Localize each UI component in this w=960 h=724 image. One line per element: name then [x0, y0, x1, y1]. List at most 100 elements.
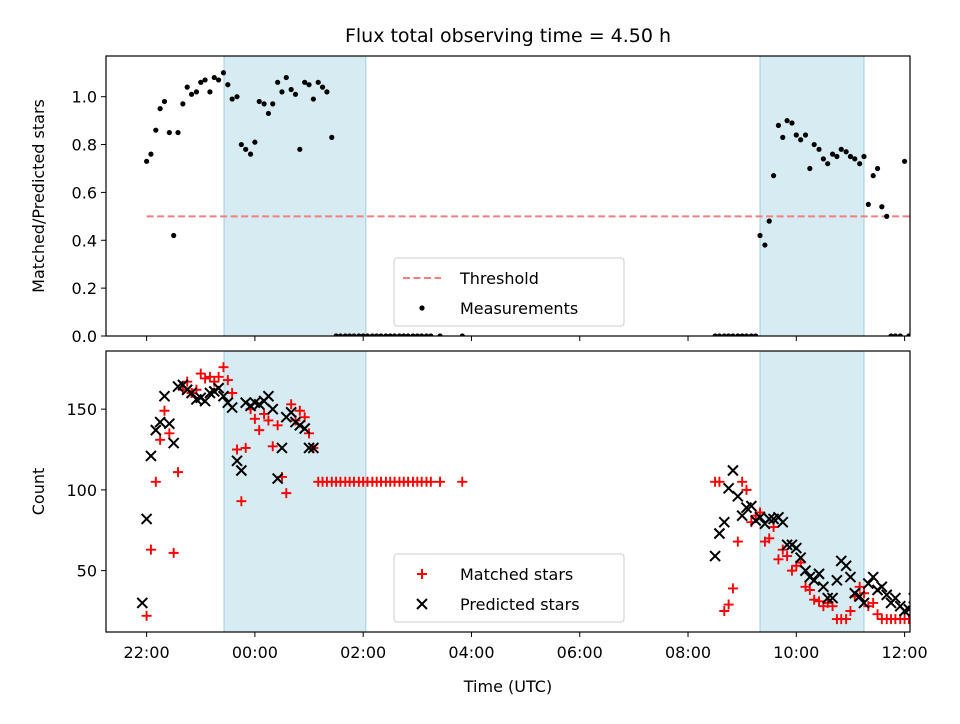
predicted-star-point — [303, 442, 315, 454]
measurement-point — [766, 218, 772, 224]
measurement-point — [793, 132, 799, 138]
measurement-point — [252, 139, 258, 145]
predicted-star-point — [226, 401, 238, 414]
measurement-point — [265, 110, 272, 117]
measurement-point — [735, 333, 741, 336]
legend-2: Matched stars Predicted stars — [393, 553, 625, 623]
predicted-star-point — [199, 395, 211, 407]
matched-star-point — [159, 405, 170, 416]
measurement-point — [807, 165, 813, 172]
legend-entry-label: Threshold — [459, 269, 539, 288]
matched-star-point — [732, 536, 743, 547]
matched-star-point — [213, 371, 224, 382]
measurement-point — [459, 333, 465, 336]
measurement-point — [852, 156, 858, 162]
measurement-point — [261, 101, 267, 107]
measurement-point — [378, 333, 384, 336]
chart-title: Flux total observing time = 4.50 h — [345, 25, 671, 47]
measurement-point — [816, 146, 822, 152]
y-tick-label: 0.2 — [72, 279, 97, 298]
measurement-point — [888, 333, 894, 336]
legend-x-swatch — [416, 598, 428, 610]
measurement-point — [762, 242, 768, 248]
measurement-point — [171, 232, 177, 239]
measurement-point — [739, 333, 745, 336]
measurement-point — [225, 82, 231, 88]
measurement-point — [144, 158, 150, 164]
predicted-star-point — [722, 482, 735, 494]
matched-star-point — [249, 413, 260, 424]
predicted-star-point — [853, 590, 866, 603]
predicted-star-point — [745, 500, 758, 512]
shaded-window-2 — [759, 351, 865, 632]
predicted-star-point — [718, 516, 731, 528]
measurement-point — [870, 173, 876, 179]
predicted-star-point — [163, 417, 176, 430]
measurement-point — [216, 77, 222, 83]
predicted-star-point — [862, 577, 875, 590]
predicted-star-point — [140, 513, 153, 525]
measurement-point — [310, 96, 316, 102]
measurement-point — [279, 89, 285, 95]
matched-star-point — [227, 387, 238, 398]
matched-star-point — [218, 362, 229, 373]
measurement-point — [829, 151, 836, 157]
matched-star-point — [425, 476, 436, 487]
y-tick-label: 0.4 — [72, 231, 97, 250]
shaded-window-1 — [223, 351, 367, 632]
measurement-point — [423, 333, 430, 336]
matched-star-point — [173, 467, 184, 478]
matched-star-point — [719, 606, 730, 617]
panel-2-plot-area — [136, 351, 910, 632]
predicted-star-point — [267, 403, 279, 415]
y-axis-label: Matched/Predicted stars — [29, 99, 48, 293]
predicted-star-point — [799, 564, 812, 577]
measurement-point — [369, 333, 375, 336]
predicted-star-point — [709, 550, 721, 562]
measurement-point — [726, 333, 732, 336]
measurement-point — [356, 333, 362, 336]
x-tick-label: 04:00 — [448, 643, 494, 662]
predicted-star-point — [271, 472, 284, 485]
predicted-star-point — [239, 396, 252, 409]
matched-star-point — [286, 399, 297, 410]
predicted-star-point — [881, 589, 893, 601]
measurement-point — [798, 137, 804, 143]
measurement-point — [283, 74, 289, 81]
legend-entry-label: Predicted stars — [460, 595, 580, 614]
predicted-star-point — [276, 442, 288, 454]
measurement-point — [770, 173, 777, 179]
measurement-point — [802, 132, 809, 138]
measurement-point — [401, 333, 407, 336]
y-tick-label: 50 — [77, 562, 97, 581]
legend-measurement-swatch — [419, 305, 425, 311]
matched-star-point — [155, 434, 166, 445]
matched-star-point — [168, 547, 179, 558]
matched-star-point — [145, 544, 156, 555]
matched-star-point — [195, 368, 206, 379]
shaded-window-2 — [759, 56, 865, 336]
x-tick-label: 00:00 — [232, 643, 278, 662]
matched-star-point — [841, 614, 852, 625]
measurement-point — [811, 141, 817, 148]
predicted-star-point — [158, 390, 171, 402]
predicted-star-point — [235, 464, 248, 477]
predicted-star-point — [781, 539, 793, 551]
measurement-point — [202, 77, 208, 83]
measurement-point — [753, 333, 759, 336]
legend-box — [393, 553, 625, 623]
measurement-point — [275, 79, 281, 85]
measurement-point — [775, 122, 782, 129]
measurement-point — [333, 333, 339, 336]
predicted-star-point — [185, 387, 198, 399]
predicted-star-point — [813, 568, 825, 580]
matched-star-point — [259, 408, 270, 419]
measurement-point — [874, 165, 881, 172]
legend-1: Threshold Measurements — [393, 257, 625, 327]
matched-star-point — [764, 533, 775, 544]
matched-star-point — [457, 476, 468, 487]
measurement-point — [306, 82, 312, 88]
measurement-point — [234, 94, 240, 100]
predicted-star-point — [867, 571, 879, 583]
measurement-point — [180, 101, 186, 107]
